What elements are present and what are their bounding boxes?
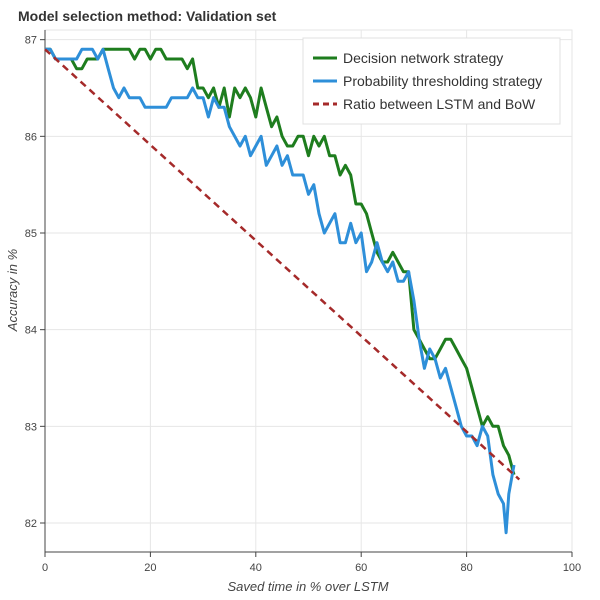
legend-box: [302, 37, 561, 125]
tick-labels: 0 20 40 60 80 100 82 83 84 85 86 87: [25, 35, 581, 574]
x-tick-label: 60: [355, 562, 367, 574]
y-tick-label: 85: [25, 228, 37, 240]
legend-label-2: Probability thresholding strategy: [343, 73, 542, 89]
legend-label-3: Ratio between LSTM and BoW: [343, 96, 536, 112]
x-axis-label: Saved time in % over LSTM: [227, 579, 388, 594]
y-tick-label: 83: [25, 421, 37, 433]
x-tick-label: 20: [144, 562, 156, 574]
series-line-3: [44, 48, 521, 481]
axes: [40, 30, 573, 557]
x-tick-label: 100: [563, 562, 581, 574]
y-tick-label: 82: [25, 518, 37, 530]
series-lines: [44, 47, 521, 535]
legend-label-1: Decision network strategy: [343, 50, 503, 66]
x-tick-label: 80: [460, 562, 472, 574]
chart-title: Model selection method: Validation set: [18, 8, 277, 24]
y-tick-label: 84: [25, 325, 37, 337]
x-tick-label: 0: [42, 562, 48, 574]
series-line-1: [45, 47, 516, 476]
legend: Decision network strategy Probability thr…: [302, 37, 561, 125]
y-tick-label: 86: [25, 131, 37, 143]
y-axis-label: Accuracy in %: [5, 249, 20, 332]
x-tick-label: 40: [250, 562, 262, 574]
y-tick-label: 87: [25, 35, 37, 47]
series-line-2: [45, 47, 516, 535]
